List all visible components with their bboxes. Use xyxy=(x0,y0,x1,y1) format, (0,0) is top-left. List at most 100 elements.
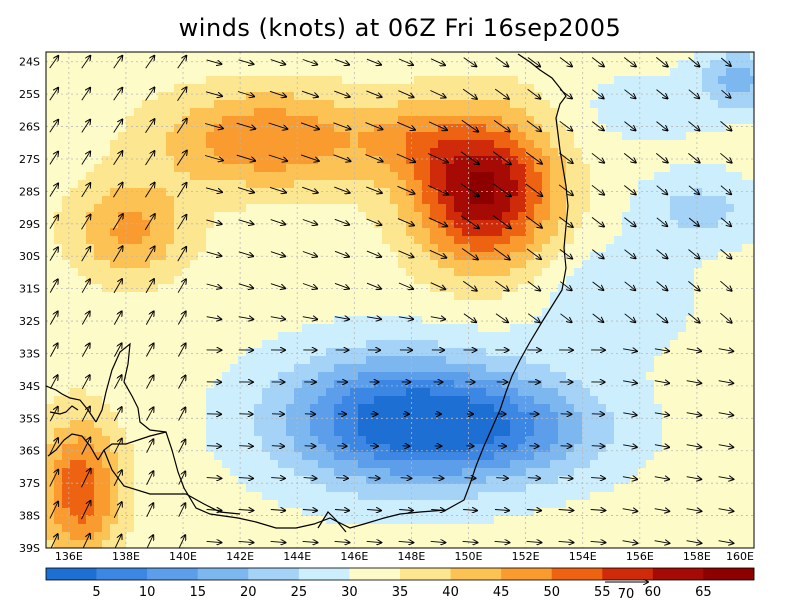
shading-cell xyxy=(270,68,279,77)
shading-cell xyxy=(382,204,391,213)
shading-cell xyxy=(134,316,143,325)
shading-cell xyxy=(750,60,754,69)
shading-cell xyxy=(206,252,215,261)
shading-cell xyxy=(622,108,631,117)
shading-cell xyxy=(550,236,559,245)
shading-cell xyxy=(350,412,359,421)
shading-cell xyxy=(614,380,623,389)
shading-cell xyxy=(518,308,527,317)
shading-cell xyxy=(254,396,263,405)
shading-cell xyxy=(662,372,671,381)
shading-cell xyxy=(486,148,495,157)
shading-cell xyxy=(126,412,135,421)
shading-cell xyxy=(342,76,351,85)
shading-cell xyxy=(158,268,167,277)
shading-cell xyxy=(606,404,615,413)
shading-cell xyxy=(342,68,351,77)
shading-cell xyxy=(502,148,511,157)
shading-cell xyxy=(710,332,719,341)
shading-cell xyxy=(718,412,727,421)
shading-cell xyxy=(302,324,311,333)
shading-cell xyxy=(382,60,391,69)
shading-cell xyxy=(46,116,55,125)
shading-cell xyxy=(102,108,111,117)
shading-cell xyxy=(478,228,487,237)
shading-cell xyxy=(710,212,719,221)
shading-cell xyxy=(742,372,751,381)
shading-cell xyxy=(414,308,423,317)
shading-cell xyxy=(726,420,735,429)
shading-cell xyxy=(302,284,311,293)
shading-cell xyxy=(294,484,303,493)
shading-cell xyxy=(430,188,439,197)
shading-cell xyxy=(606,84,615,93)
shading-cell xyxy=(182,196,191,205)
shading-cell xyxy=(310,196,319,205)
shading-cell xyxy=(430,396,439,405)
shading-cell xyxy=(166,220,175,229)
shading-cell xyxy=(230,452,239,461)
shading-cell xyxy=(54,492,63,501)
shading-cell xyxy=(198,436,207,445)
shading-cell xyxy=(374,156,383,165)
shading-cell xyxy=(382,212,391,221)
shading-cell xyxy=(646,84,655,93)
shading-cell xyxy=(518,316,527,325)
shading-cell xyxy=(70,364,79,373)
shading-cell xyxy=(406,348,415,357)
shading-cell xyxy=(70,276,79,285)
shading-cell xyxy=(102,60,111,69)
shading-cell xyxy=(678,412,687,421)
shading-cell xyxy=(182,204,191,213)
shading-cell xyxy=(134,236,143,245)
shading-cell xyxy=(302,388,311,397)
shading-cell xyxy=(398,236,407,245)
shading-cell xyxy=(574,108,583,117)
shading-cell xyxy=(286,108,295,117)
shading-cell xyxy=(254,476,263,485)
shading-cell xyxy=(398,148,407,157)
shading-cell xyxy=(654,356,663,365)
shading-cell xyxy=(614,444,623,453)
shading-cell xyxy=(86,452,95,461)
shading-cell xyxy=(446,204,455,213)
shading-cell xyxy=(110,364,119,373)
shading-cell xyxy=(278,116,287,125)
shading-cell xyxy=(454,244,463,253)
shading-cell xyxy=(246,132,255,141)
shading-cell xyxy=(358,124,367,133)
shading-cell xyxy=(374,140,383,149)
shading-cell xyxy=(574,436,583,445)
shading-cell xyxy=(454,252,463,261)
shading-cell xyxy=(582,196,591,205)
shading-cell xyxy=(326,220,335,229)
shading-cell xyxy=(478,324,487,333)
shading-cell xyxy=(110,180,119,189)
shading-cell xyxy=(238,212,247,221)
shading-cell xyxy=(382,196,391,205)
shading-cell xyxy=(446,460,455,469)
shading-cell xyxy=(262,332,271,341)
shading-cell xyxy=(542,220,551,229)
shading-cell xyxy=(558,396,567,405)
shading-cell xyxy=(590,148,599,157)
shading-cell xyxy=(302,172,311,181)
shading-cell xyxy=(254,180,263,189)
shading-cell xyxy=(134,164,143,173)
shading-cell xyxy=(150,380,159,389)
shading-cell xyxy=(302,380,311,389)
shading-cell xyxy=(182,484,191,493)
shading-cell xyxy=(630,108,639,117)
shading-cell xyxy=(54,284,63,293)
shading-cell xyxy=(310,404,319,413)
shading-cell xyxy=(134,284,143,293)
shading-cell xyxy=(494,492,503,501)
shading-cell xyxy=(646,156,655,165)
shading-cell xyxy=(342,452,351,461)
shading-cell xyxy=(214,292,223,301)
shading-cell xyxy=(174,228,183,237)
shading-cell xyxy=(158,220,167,229)
shading-cell xyxy=(710,340,719,349)
shading-cell xyxy=(566,172,575,181)
shading-cell xyxy=(734,436,743,445)
